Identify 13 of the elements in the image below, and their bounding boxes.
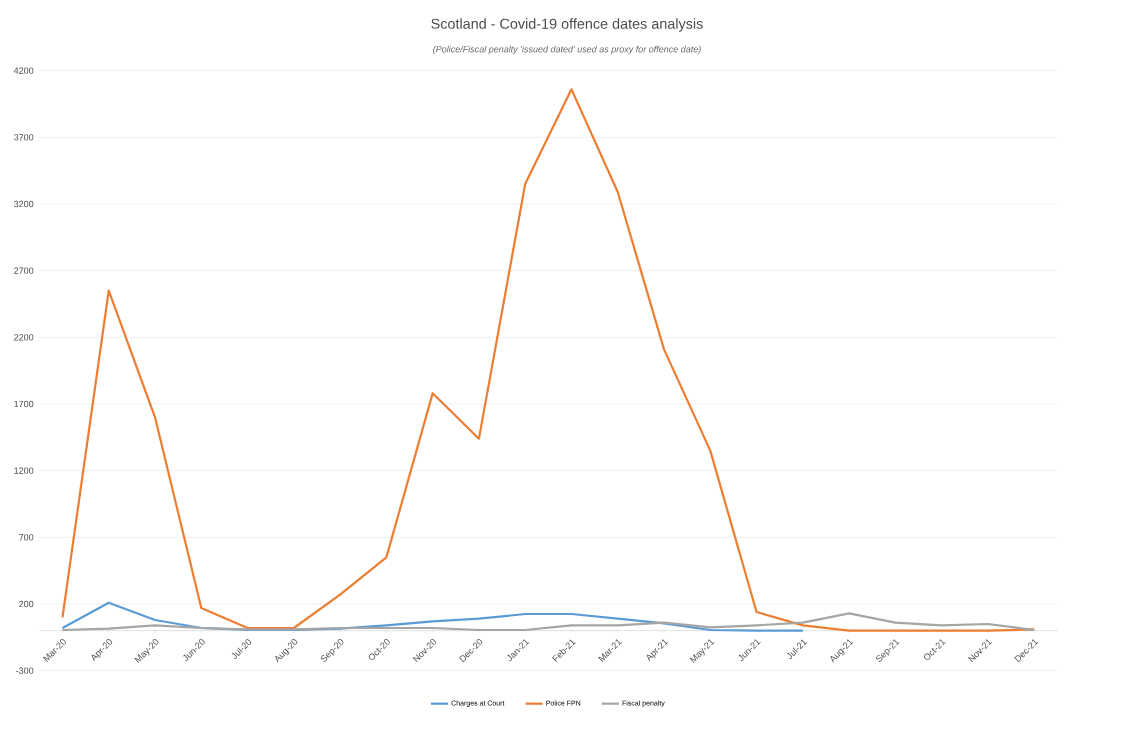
y-tick-label: -300	[16, 667, 34, 674]
y-tick-label: 3200	[13, 200, 34, 208]
y-tick-label: 2700	[14, 267, 34, 274]
y-tick-label: 700	[19, 534, 34, 541]
y-tick-label: 3700	[13, 134, 34, 141]
y-tick-label: 200	[19, 600, 34, 608]
y-tick-label: 2200	[14, 334, 34, 341]
chart-title: Scotland - Covid-19 offence dates analysis	[431, 18, 703, 32]
y-tick-label: 1200	[14, 467, 34, 474]
y-tick-label: 1700	[14, 400, 34, 408]
line-series	[61, 601, 804, 632]
y-tick-label: 4200	[13, 67, 34, 74]
chart-subtitle: (Police/Fiscal penalty 'issued dated' used as proxy for offence date)	[433, 45, 701, 55]
